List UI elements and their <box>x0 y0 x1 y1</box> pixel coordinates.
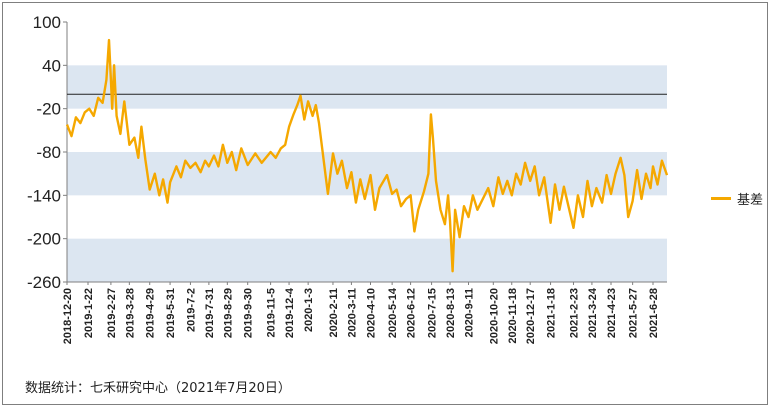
x-tick-label: 2019-9-30 <box>243 288 255 338</box>
x-tick-label: 2020-5-14 <box>387 287 399 338</box>
x-tick-label: 2019-7-2 <box>185 288 197 332</box>
x-tick-label: 2020-10-20 <box>488 288 500 344</box>
y-tick-label: 100 <box>33 13 61 32</box>
x-tick-label: 2020-6-12 <box>406 288 418 338</box>
x-tick-label: 2020-12-17 <box>525 288 537 344</box>
x-tick-label: 2019-8-29 <box>222 288 234 338</box>
x-tick-label: 2019-12-4 <box>284 287 296 338</box>
y-tick-label: -140 <box>27 186 61 205</box>
x-tick-label: 2020-4-10 <box>365 288 377 338</box>
x-tick-label: 2019-3-28 <box>124 288 136 338</box>
x-tick-label: 2021-1-18 <box>546 288 558 338</box>
x-tick-label: 2020-9-11 <box>463 288 475 338</box>
x-tick-label: 2018-12-20 <box>62 288 74 344</box>
legend-swatch <box>711 197 731 200</box>
x-tick-label: 2021-2-23 <box>568 288 580 338</box>
y-tick-label: -20 <box>36 100 61 119</box>
x-tick-label: 2021-4-23 <box>606 288 618 338</box>
legend: 基差 <box>711 189 763 208</box>
x-tick-label: 2019-1-22 <box>83 288 95 338</box>
shaded-band-0 <box>67 65 667 109</box>
y-tick-label: 40 <box>42 56 61 75</box>
x-tick-label: 2019-5-31 <box>165 288 177 338</box>
x-tick-label: 2021-6-28 <box>648 288 660 338</box>
x-tick-label: 2019-4-29 <box>145 288 157 338</box>
x-tick-label: 2020-11-18 <box>507 288 519 344</box>
x-tick-label: 2020-3-11 <box>346 288 358 338</box>
x-tick-label: 2020-8-13 <box>445 288 457 338</box>
x-tick-label: 2019-2-27 <box>106 288 118 338</box>
legend-label: 基差 <box>737 193 764 208</box>
source-note: 数据统计：七禾研究中心（2021年7月20日） <box>25 381 291 396</box>
x-tick-label: 2020-7-15 <box>427 288 439 338</box>
y-tick-label: -80 <box>36 143 61 162</box>
y-tick-label: -260 <box>27 273 61 292</box>
chart-plot: 100 40 -20 -80 -140 -200 -260 2018-12-20 2019-1… <box>27 13 669 344</box>
y-tick-label: -200 <box>27 230 61 249</box>
x-tick-label: 2020-1-3 <box>303 288 315 332</box>
shaded-band-2 <box>67 238 667 282</box>
series-line-basis <box>65 38 669 273</box>
x-tick-label: 2021-5-27 <box>628 288 640 338</box>
x-tick-label: 2019-7-31 <box>204 288 216 338</box>
x-tick-label: 2019-11-5 <box>266 288 278 338</box>
x-tick-label: 2020-2-11 <box>328 288 340 338</box>
x-tick-label: 2021-3-24 <box>587 287 599 338</box>
